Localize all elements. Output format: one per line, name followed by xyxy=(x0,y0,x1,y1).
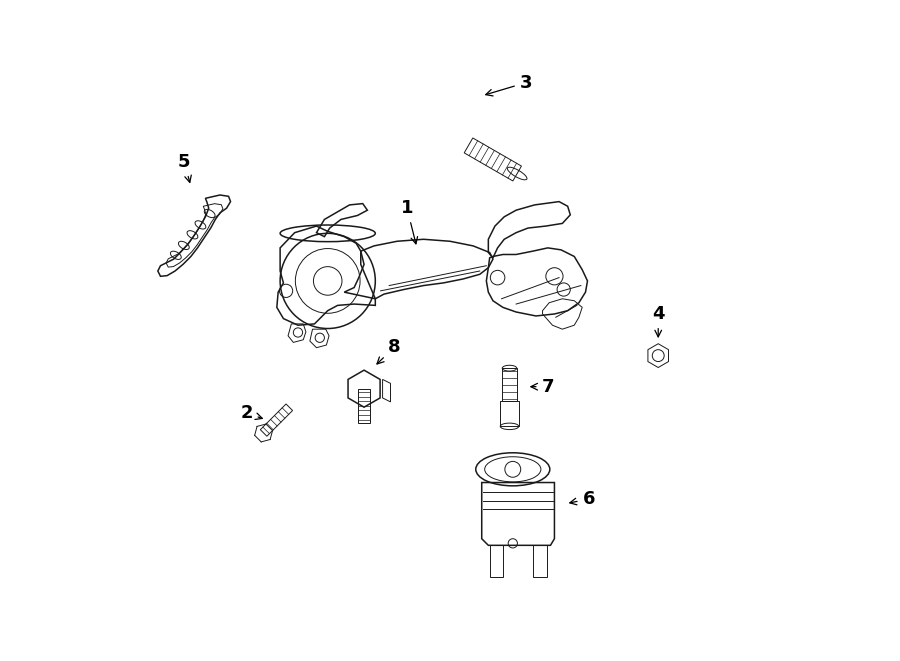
Text: 5: 5 xyxy=(178,153,192,182)
Text: 8: 8 xyxy=(377,338,400,364)
Bar xyxy=(534,545,546,577)
Text: 3: 3 xyxy=(486,73,532,96)
Text: 7: 7 xyxy=(531,377,554,396)
Bar xyxy=(500,401,518,426)
Bar xyxy=(490,545,503,577)
Bar xyxy=(358,389,370,423)
Text: 1: 1 xyxy=(400,199,418,244)
Text: 2: 2 xyxy=(240,404,262,422)
Text: 6: 6 xyxy=(570,490,595,508)
Bar xyxy=(502,368,517,401)
Text: 4: 4 xyxy=(652,305,664,337)
